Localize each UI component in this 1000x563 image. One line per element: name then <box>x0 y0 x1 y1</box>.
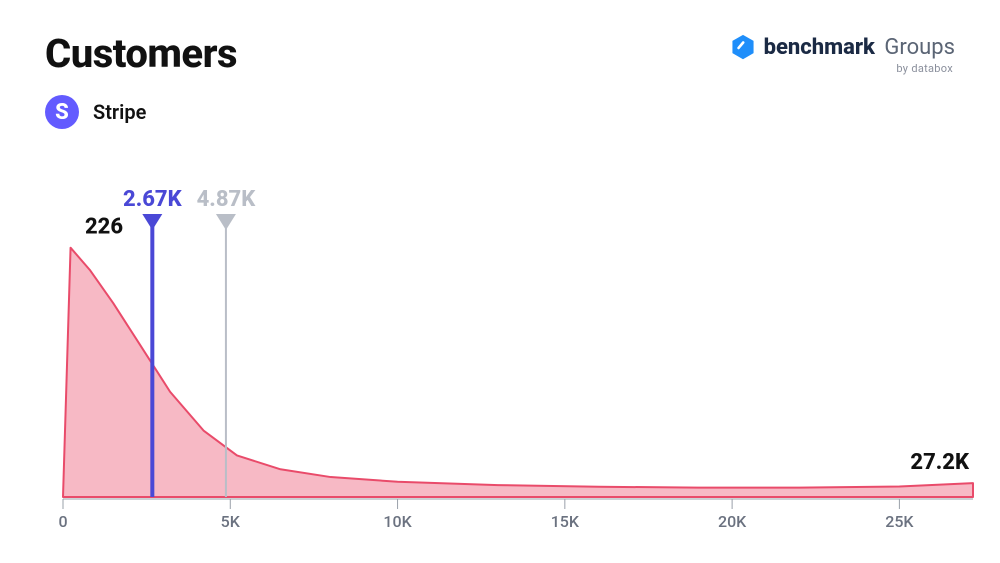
x-tick-label: 25K <box>885 512 914 531</box>
x-tick-label: 15K <box>551 512 580 531</box>
page: Customers benchmark Groups by databox S … <box>0 0 1000 563</box>
brand-text: benchmark Groups <box>764 35 955 60</box>
brand-text-light: Groups <box>884 35 955 60</box>
x-tick-label: 10K <box>383 512 412 531</box>
brand-top: benchmark Groups <box>730 34 955 60</box>
chart-svg: 0 5K 10K 15K 20K 25K 2.67K 4.87K 226 27.2K <box>45 185 985 533</box>
page-title: Customers <box>45 30 237 77</box>
brand-block: benchmark Groups by databox <box>730 30 955 75</box>
x-tick-label: 0 <box>58 512 67 531</box>
x-tick-label: 20K <box>718 512 747 531</box>
marker-caret-primary <box>142 214 162 230</box>
start-value-label: 226 <box>85 215 123 240</box>
distribution-chart: 0 5K 10K 15K 20K 25K 2.67K 4.87K 226 27.2K <box>45 185 985 533</box>
brand-hex-icon <box>730 34 756 60</box>
marker-label-secondary: 4.87K <box>197 187 257 212</box>
brand-subtitle: by databox <box>896 62 953 75</box>
marker-label-primary: 2.67K <box>123 187 183 212</box>
brand-text-bold: benchmark <box>764 35 875 60</box>
end-value-label: 27.2K <box>910 450 970 475</box>
marker-caret-secondary <box>216 214 236 230</box>
stripe-badge-icon: S <box>45 95 79 129</box>
source-row: S Stripe <box>45 95 955 129</box>
header-row: Customers benchmark Groups by databox <box>45 30 955 77</box>
source-name: Stripe <box>93 100 146 124</box>
distribution-area <box>63 248 973 497</box>
x-tick-label: 5K <box>221 512 241 531</box>
